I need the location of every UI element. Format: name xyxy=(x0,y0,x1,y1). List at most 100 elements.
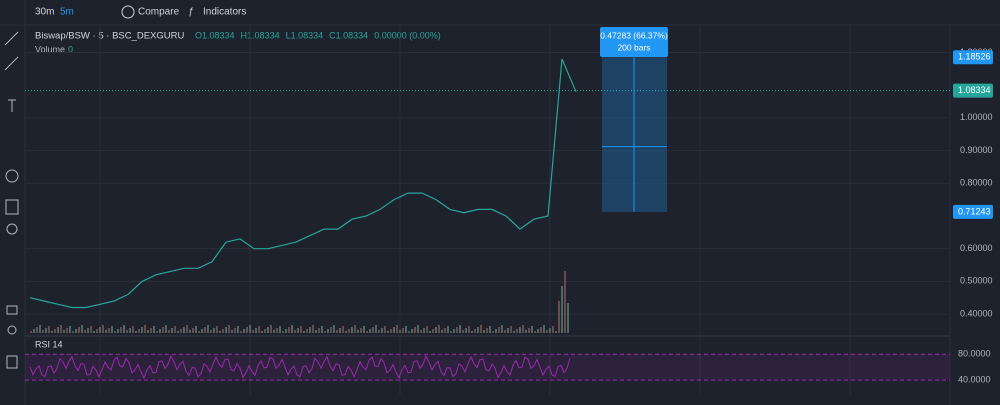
y-tick-label: 0.40000 xyxy=(960,308,993,318)
volume-bar xyxy=(168,330,170,333)
compare-icon[interactable] xyxy=(121,5,135,19)
volume-bar xyxy=(228,325,230,333)
volume-bar xyxy=(540,327,542,333)
volume-bar xyxy=(411,329,413,333)
volume-bar xyxy=(378,330,380,333)
volume-bar xyxy=(99,327,101,333)
ohlc-value: L1.08334 xyxy=(286,30,324,40)
volume-bar xyxy=(159,329,161,333)
volume-bar xyxy=(438,325,440,333)
volume-bar xyxy=(177,331,179,333)
volume-bar xyxy=(225,327,227,333)
volume-bar xyxy=(456,327,458,333)
volume-bar xyxy=(375,325,377,333)
volume-bar xyxy=(48,326,50,333)
volume-bar xyxy=(300,326,302,333)
volume-bar xyxy=(396,325,398,333)
compare-button[interactable]: Compare xyxy=(138,7,180,18)
volume-bar xyxy=(336,330,338,333)
volume-bar xyxy=(537,329,539,333)
volume-bar xyxy=(546,330,548,333)
volume-bar xyxy=(264,329,266,333)
sidebar-tools[interactable] xyxy=(4,31,19,369)
volume-bar xyxy=(429,331,431,333)
volume-bar xyxy=(516,329,518,333)
indicators-icon[interactable]: ƒ xyxy=(188,7,194,18)
volume-bar xyxy=(255,328,257,333)
volume-bar xyxy=(312,325,314,333)
volume-bar xyxy=(150,328,152,333)
symbol: Biswap/BSW · 5 · BSC_DEXGURU xyxy=(35,31,185,42)
volume-bar xyxy=(105,330,107,333)
volume-bar xyxy=(387,331,389,333)
y-tick-label: 0.80000 xyxy=(960,178,993,188)
volume-bar xyxy=(345,331,347,333)
interval[interactable]: 30m xyxy=(35,7,54,18)
interval[interactable]: 5m xyxy=(60,7,74,18)
volume-bar xyxy=(60,325,62,333)
volume-bar xyxy=(183,327,185,333)
volume-bar xyxy=(213,328,215,333)
volume-bar xyxy=(306,329,308,333)
ohlc-value: C1.08334 xyxy=(329,30,368,40)
volume-bar xyxy=(390,329,392,333)
volume-bar xyxy=(57,327,59,333)
volume-bar xyxy=(357,330,359,333)
volume-bar xyxy=(90,326,92,333)
volume-bar xyxy=(333,325,335,333)
volume-bar xyxy=(399,330,401,333)
volume-bar xyxy=(132,326,134,333)
volume-bar xyxy=(108,328,110,333)
volume-bar xyxy=(468,326,470,333)
volume-bar xyxy=(330,327,332,333)
rsi-line xyxy=(29,354,571,380)
volume-bar xyxy=(234,328,236,333)
volume-bar xyxy=(408,331,410,333)
volume-bar xyxy=(402,328,404,333)
volume-bar xyxy=(204,327,206,333)
volume-bar xyxy=(192,328,194,333)
volume-bar xyxy=(561,286,563,333)
rsi-tick-label: 40.0000 xyxy=(958,374,991,384)
volume-bar xyxy=(267,327,269,333)
volume-bar xyxy=(237,326,239,333)
volume-bar xyxy=(549,328,551,333)
volume-bar xyxy=(231,330,233,333)
volume-bar xyxy=(219,331,221,333)
volume-bar xyxy=(474,329,476,333)
volume-bar xyxy=(498,327,500,333)
volume-bar xyxy=(174,326,176,333)
rsi-tick-label: 80.0000 xyxy=(958,349,991,359)
volume-bar xyxy=(297,328,299,333)
price-line xyxy=(29,58,577,309)
volume-bar xyxy=(93,331,95,333)
volume-bar xyxy=(126,330,128,333)
volume-bar xyxy=(384,326,386,333)
volume-bar xyxy=(423,328,425,333)
volume-bar xyxy=(453,329,455,333)
volume-bar xyxy=(249,325,251,333)
measure-label-box xyxy=(600,27,668,57)
volume-bar xyxy=(111,326,113,333)
price-marker-label: 1.18526 xyxy=(958,52,991,62)
rsi-band xyxy=(25,354,950,381)
volume-bar xyxy=(483,330,485,333)
volume-bar xyxy=(522,325,524,333)
volume-bar xyxy=(147,330,149,333)
volume-bar xyxy=(327,329,329,333)
indicators-button[interactable]: Indicators xyxy=(203,7,246,18)
volume-bar xyxy=(210,330,212,333)
volume-bar xyxy=(471,331,473,333)
volume-bar xyxy=(552,326,554,333)
volume-bar xyxy=(123,325,125,333)
volume-bar xyxy=(507,328,509,333)
volume-bar xyxy=(30,331,32,333)
rsi-label: RSI 14 xyxy=(35,339,63,349)
volume-bar xyxy=(81,325,83,333)
volume-bar xyxy=(426,326,428,333)
volume-bar xyxy=(39,325,41,333)
volume-bar xyxy=(246,327,248,333)
volume-bar xyxy=(459,325,461,333)
volume-bar xyxy=(78,327,80,333)
volume-bar xyxy=(567,303,569,333)
